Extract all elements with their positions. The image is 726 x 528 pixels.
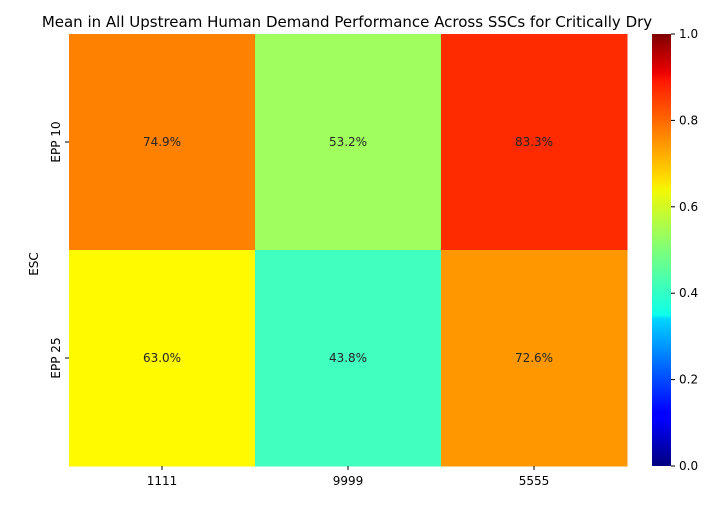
colorbar-tick-label: 0.2 — [679, 373, 698, 387]
y-axis-ticks: EPP 10 EPP 25 — [49, 121, 69, 379]
colorbar-tick-label: 0.0 — [679, 459, 698, 473]
x-axis-ticks: 1111 9999 5555 — [147, 466, 550, 488]
heatmap-cell — [255, 250, 442, 467]
colorbar-tick-label: 0.4 — [679, 286, 698, 300]
heatmap-cell — [69, 34, 256, 251]
y-tick-label: EPP 10 — [49, 121, 63, 162]
cell-value-label: 72.6% — [515, 351, 553, 365]
heatmap-cell — [441, 34, 628, 251]
cell-value-label: 43.8% — [329, 351, 367, 365]
colorbar — [652, 34, 671, 466]
x-tick-label: 1111 — [147, 474, 178, 488]
cell-value-label: 53.2% — [329, 135, 367, 149]
colorbar-tick-label: 0.8 — [679, 113, 698, 127]
heatmap-cell — [69, 250, 256, 467]
cell-value-label: 63.0% — [143, 351, 181, 365]
colorbar-tick-label: 0.6 — [679, 200, 698, 214]
heatmap-cells — [69, 34, 628, 467]
cell-value-label: 83.3% — [515, 135, 553, 149]
y-axis-label: ESC — [27, 252, 41, 276]
colorbar-ticks: 0.0 0.2 0.4 0.6 0.8 1.0 — [671, 27, 698, 473]
x-tick-label: 5555 — [519, 474, 550, 488]
chart-title: Mean in All Upstream Human Demand Perfor… — [42, 13, 652, 31]
heatmap-cell-labels: 74.9% 53.2% 83.3% 63.0% 43.8% 72.6% — [143, 135, 553, 365]
heatmap-cell — [255, 34, 442, 251]
heatmap-cell — [441, 250, 628, 467]
y-tick-label: EPP 25 — [49, 337, 63, 378]
x-tick-label: 9999 — [333, 474, 364, 488]
cell-value-label: 74.9% — [143, 135, 181, 149]
colorbar-tick-label: 1.0 — [679, 27, 698, 41]
